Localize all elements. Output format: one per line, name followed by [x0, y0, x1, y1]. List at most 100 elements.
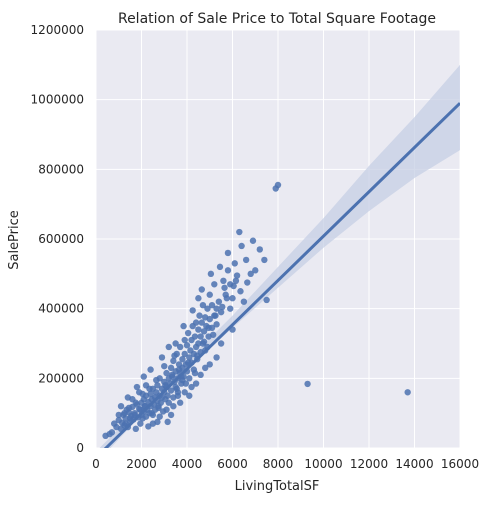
scatter-point: [124, 394, 132, 401]
scatter-point: [256, 246, 263, 253]
scatter-point: [200, 328, 208, 335]
scatter-point: [125, 404, 133, 412]
scatter-point: [197, 371, 204, 379]
scatter-point: [223, 295, 231, 302]
scatter-point: [204, 305, 211, 312]
scatter-point: [184, 329, 192, 337]
scatter-point: [139, 390, 146, 398]
scatter-point: [206, 315, 213, 323]
y-tick-label: 200000: [38, 371, 84, 385]
scatter-point: [200, 338, 208, 345]
scatter-point: [146, 385, 153, 392]
scatter-point: [154, 382, 161, 389]
regression-line: [103, 102, 460, 448]
x-tick-label: 10000: [304, 457, 342, 471]
scatter-point: [164, 392, 171, 399]
scatter-point: [195, 340, 202, 347]
scatter-point: [111, 420, 118, 427]
scatter-point: [161, 362, 168, 370]
scatter-point: [126, 415, 134, 422]
scatter-point: [186, 375, 193, 382]
scatter-point: [183, 342, 191, 349]
scatter-point: [133, 383, 141, 391]
scatter-point: [192, 380, 200, 387]
scatter-point: [132, 425, 140, 433]
scatter-point: [181, 350, 188, 358]
scatter-point: [208, 301, 216, 309]
scatter-point: [169, 371, 176, 379]
scatter-point: [186, 392, 193, 399]
scatter-point: [106, 430, 113, 438]
scatter-point: [148, 409, 155, 417]
y-axis-label: SalePrice: [7, 210, 22, 270]
scatter-point: [274, 181, 282, 189]
scatter-point: [191, 369, 199, 377]
scatter-point: [167, 411, 175, 419]
scatter-point: [176, 399, 184, 406]
scatter-point: [163, 369, 170, 377]
scatter-point: [158, 354, 166, 361]
scatter-point: [137, 420, 144, 427]
scatter-point: [170, 403, 177, 410]
scatter-point: [237, 288, 244, 295]
scatter-point: [173, 385, 180, 392]
scatter-point: [184, 359, 192, 366]
scatter-point: [147, 366, 154, 373]
scatter-point: [206, 361, 213, 368]
scatter-point: [232, 277, 240, 284]
scatter-point: [122, 420, 129, 427]
x-tick-label: 2000: [126, 457, 157, 471]
scatter-point: [188, 383, 195, 391]
scatter-point: [215, 298, 223, 305]
scatter-point: [121, 409, 128, 417]
scatter-point: [304, 380, 311, 388]
y-tick-label: 600000: [38, 232, 84, 246]
scatter-point: [180, 322, 187, 330]
scatter-point: [213, 305, 220, 312]
x-tick-label: 8000: [263, 457, 294, 471]
scatter-point: [171, 352, 178, 359]
plot-area: [95, 29, 461, 449]
scatter-point: [240, 298, 248, 305]
scatter-point: [179, 355, 186, 363]
scatter-point: [217, 308, 225, 316]
scatter-point: [156, 413, 163, 420]
scatter-point: [196, 312, 203, 319]
scatter-point: [172, 340, 179, 347]
scatter-point: [207, 270, 215, 278]
y-tick-label: 400000: [38, 302, 84, 316]
y-tick-label: 0: [76, 441, 84, 455]
scatter-point: [238, 242, 245, 250]
scatter-point: [236, 228, 243, 236]
scatter-point: [224, 267, 232, 274]
scatter-point: [404, 389, 411, 396]
x-tick-label: 4000: [172, 457, 203, 471]
scatter-point: [212, 312, 219, 319]
scatter-point: [115, 411, 122, 419]
scatter-point: [155, 403, 162, 410]
scatter-point: [224, 249, 232, 257]
scatter-point: [175, 366, 183, 373]
scatter-point: [247, 270, 254, 278]
x-tick-label: 6000: [217, 457, 248, 471]
scatter-point: [198, 319, 205, 326]
scatter-point: [205, 324, 212, 332]
scatter-point: [182, 380, 190, 387]
scatter-point: [206, 291, 213, 298]
scatter-point: [231, 260, 238, 267]
scatter-point: [244, 279, 251, 286]
scatter-point: [230, 282, 237, 290]
scatter-point: [181, 389, 188, 396]
scatter-point: [154, 418, 161, 426]
scatter-point: [261, 256, 268, 264]
scatter-point: [213, 321, 220, 328]
scatter-point: [189, 307, 196, 314]
scatter-point: [213, 354, 220, 361]
scatter-point: [202, 364, 209, 372]
scatter-point: [229, 295, 236, 302]
x-tick-label: 12000: [350, 457, 388, 471]
x-tick-label: 0: [92, 457, 100, 471]
x-tick-label: 16000: [441, 457, 479, 471]
scatter-point: [198, 286, 205, 293]
